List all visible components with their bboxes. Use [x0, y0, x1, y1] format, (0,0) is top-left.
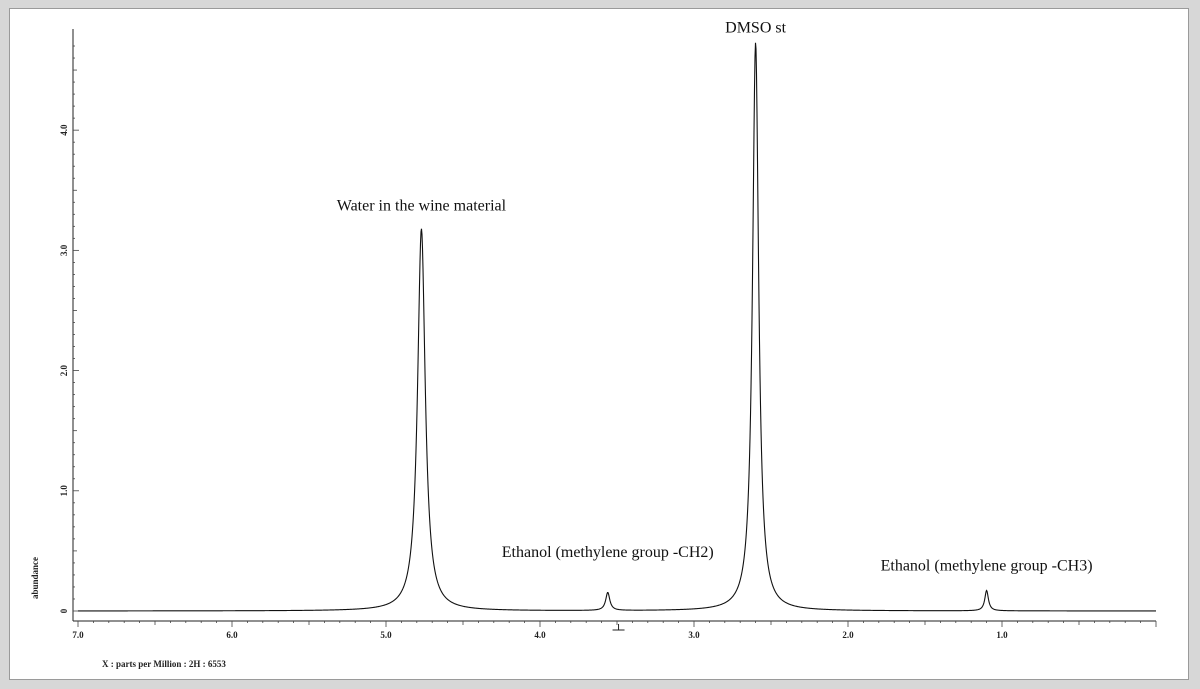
x-tick-label: 1.0: [996, 630, 1008, 640]
x-tick-label: 3.0: [688, 630, 700, 640]
spectrum-trace-group: [78, 42, 1156, 612]
chart-labels: X : parts per Million : 2H : 6553 abunda…: [30, 19, 1093, 669]
x-axis-label: X : parts per Million : 2H : 6553: [102, 659, 226, 669]
spectrum-line: [78, 42, 1156, 612]
x-tick-label: 7.0: [72, 630, 84, 640]
peak-label: Water in the wine material: [337, 198, 507, 215]
chart-frame: X : parts per Million : 2H : 6553 abunda…: [9, 8, 1189, 680]
y-tick-label: 1.0: [59, 485, 69, 497]
y-tick-label: 2.0: [59, 364, 69, 376]
y-tick-label: 3.0: [59, 244, 69, 256]
chart-axes: [72, 29, 1157, 631]
x-tick-label: 6.0: [226, 630, 238, 640]
y-tick-label: 0: [59, 608, 69, 613]
y-tick-label: 4.0: [59, 124, 69, 136]
y-axis-label: abundance: [30, 557, 40, 599]
peak-label: DMSO st: [725, 19, 786, 36]
peak-label: Ethanol (methylene group -CH2): [502, 544, 714, 561]
x-tick-label: 2.0: [842, 630, 854, 640]
peak-label: Ethanol (methylene group -CH3): [881, 558, 1093, 575]
x-tick-label: 5.0: [380, 630, 392, 640]
x-tick-label: 4.0: [534, 630, 546, 640]
nmr-spectrum-chart: X : parts per Million : 2H : 6553 abunda…: [30, 19, 1157, 669]
